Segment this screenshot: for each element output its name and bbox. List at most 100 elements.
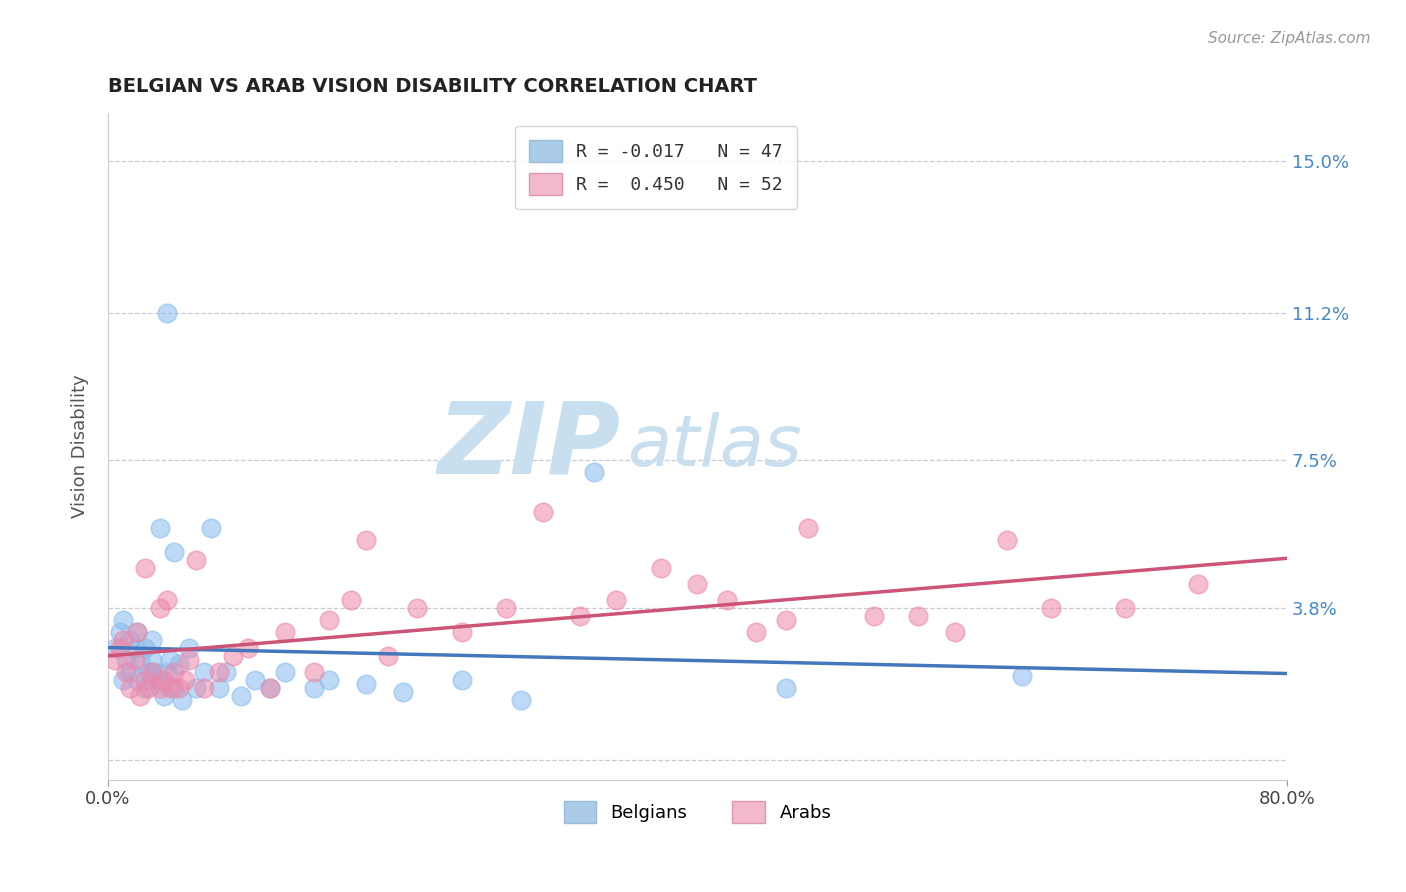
Point (108, 640, 131, 655)
Point (245, 673, 267, 687)
Point (141, 653, 163, 667)
Point (104, 640, 127, 655)
Point (745, 624, 768, 639)
Point (193, 681, 215, 695)
Point (495, 601, 517, 615)
Point (583, 466, 606, 480)
Point (207, 681, 229, 695)
Point (797, 521, 820, 535)
Point (186, 553, 208, 567)
Point (340, 593, 363, 607)
Point (134, 681, 156, 695)
Point (127, 624, 149, 639)
Point (1011, 669, 1033, 683)
Point (104, 653, 127, 667)
Point (215, 665, 238, 679)
Point (163, 665, 186, 679)
Point (943, 624, 966, 639)
Point (134, 561, 156, 575)
Point (163, 545, 186, 559)
Point (148, 673, 170, 687)
Point (391, 685, 413, 699)
Point (124, 640, 146, 655)
Y-axis label: Vision Disability: Vision Disability (72, 375, 89, 518)
Text: BELGIAN VS ARAB VISION DISABILITY CORRELATION CHART: BELGIAN VS ARAB VISION DISABILITY CORREL… (108, 78, 756, 96)
Point (120, 665, 142, 679)
Point (127, 673, 149, 687)
Point (605, 593, 627, 607)
Point (148, 681, 170, 695)
Point (274, 665, 297, 679)
Point (200, 521, 222, 535)
Point (134, 673, 156, 687)
Point (156, 306, 179, 320)
Point (568, 609, 591, 624)
Point (186, 681, 208, 695)
Point (177, 653, 200, 667)
Point (124, 653, 146, 667)
Point (509, 693, 531, 707)
Point (153, 689, 176, 703)
Point (907, 609, 929, 624)
Point (177, 640, 200, 655)
Text: Source: ZipAtlas.com: Source: ZipAtlas.com (1208, 31, 1371, 46)
Point (114, 653, 136, 667)
Point (159, 653, 181, 667)
Point (120, 681, 142, 695)
Point (531, 505, 554, 519)
Point (274, 624, 297, 639)
Point (354, 677, 377, 691)
Point (222, 648, 245, 663)
Point (114, 665, 136, 679)
Point (863, 609, 886, 624)
Point (141, 673, 163, 687)
Point (193, 665, 215, 679)
Point (156, 593, 179, 607)
Point (259, 681, 281, 695)
Point (108, 624, 131, 639)
Point (138, 665, 160, 679)
Point (138, 681, 160, 695)
Point (134, 640, 156, 655)
Point (148, 601, 170, 615)
Point (450, 624, 472, 639)
Point (143, 665, 166, 679)
Point (207, 665, 229, 679)
Point (129, 689, 152, 703)
Point (775, 613, 797, 627)
Point (167, 657, 190, 671)
Point (304, 681, 326, 695)
Point (153, 673, 176, 687)
Point (1040, 601, 1063, 615)
Point (995, 533, 1018, 548)
Point (156, 665, 179, 679)
Point (170, 693, 193, 707)
Point (304, 665, 326, 679)
Point (377, 648, 399, 663)
Point (127, 624, 149, 639)
Point (650, 561, 672, 575)
Point (354, 533, 377, 548)
Point (141, 632, 163, 647)
Point (111, 613, 134, 627)
Point (1114, 601, 1136, 615)
Point (450, 673, 472, 687)
Text: ZIP: ZIP (437, 398, 621, 495)
Legend: Belgians, Arabs: Belgians, Arabs (557, 794, 838, 830)
Point (159, 681, 181, 695)
Point (775, 681, 797, 695)
Point (229, 689, 252, 703)
Point (141, 665, 163, 679)
Point (163, 681, 186, 695)
Point (120, 632, 142, 647)
Point (167, 681, 190, 695)
Point (686, 577, 709, 591)
Point (173, 673, 195, 687)
Point (111, 632, 134, 647)
Point (148, 521, 170, 535)
Point (318, 673, 340, 687)
Point (716, 593, 738, 607)
Point (318, 613, 340, 627)
Point (259, 681, 281, 695)
Point (111, 673, 134, 687)
